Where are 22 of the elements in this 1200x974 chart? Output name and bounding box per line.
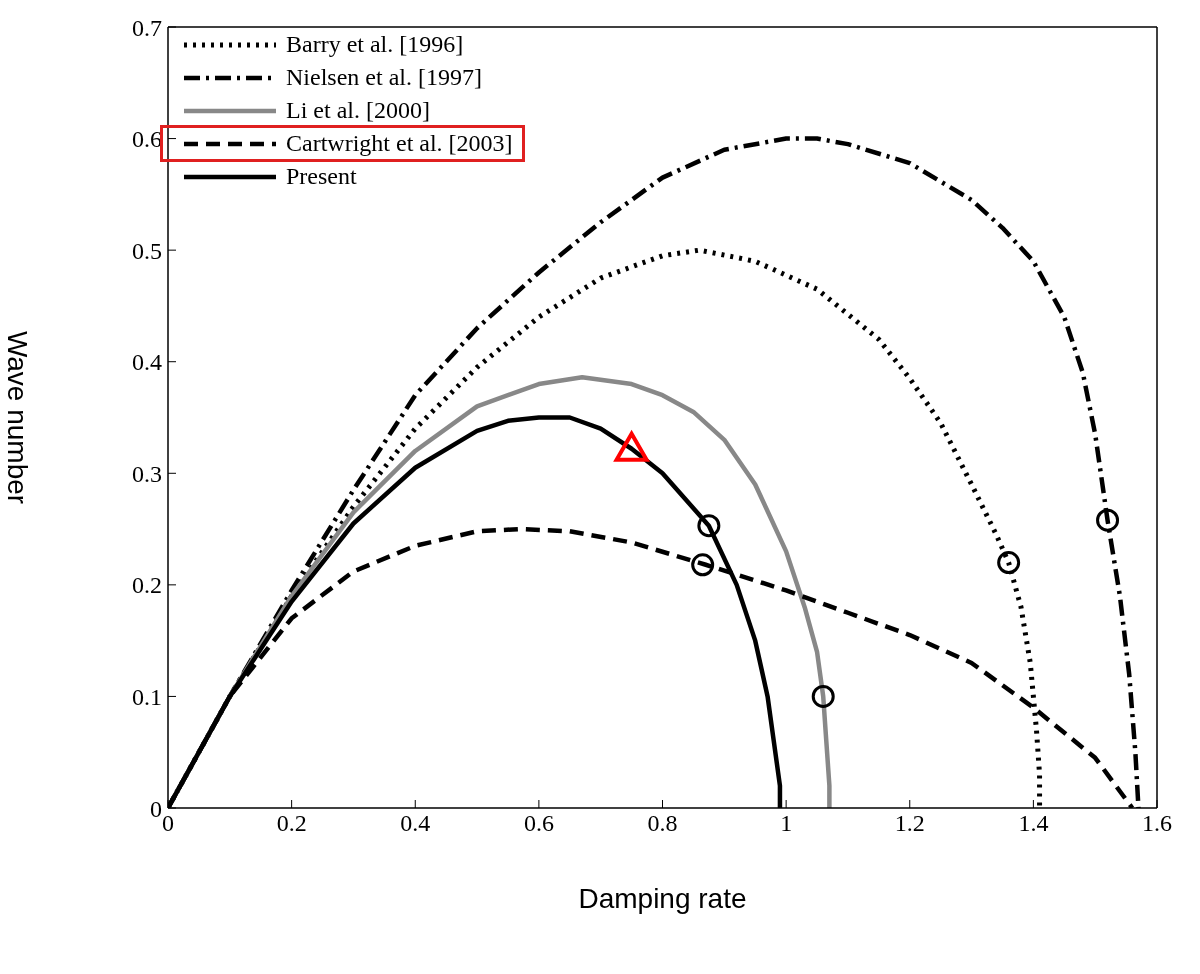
y-axis-title: Wave number xyxy=(2,330,34,505)
y-tick-label: 0.1 xyxy=(132,683,162,710)
y-tick-label: 0.5 xyxy=(132,237,162,264)
y-tick-label: 0.7 xyxy=(132,14,162,41)
legend-label: Present xyxy=(286,163,357,190)
x-tick-label: 0.6 xyxy=(523,810,554,837)
legend-label: Barry et al. [1996] xyxy=(286,31,464,58)
x-tick-label: 1 xyxy=(780,810,793,837)
y-tick-label: 0.6 xyxy=(132,126,162,153)
y-tick-label: 0.4 xyxy=(132,349,162,376)
x-tick-label: 1.6 xyxy=(1142,810,1172,837)
x-tick-label: 1.4 xyxy=(1018,810,1049,837)
x-axis-title: Damping rate xyxy=(578,883,747,914)
x-tick-label: 0.8 xyxy=(647,810,678,837)
legend-label: Nielsen et al. [1997] xyxy=(286,64,482,91)
legend-label: Li et al. [2000] xyxy=(286,97,430,124)
x-tick-label: 0.2 xyxy=(276,810,307,837)
legend-label: Cartwright et al. [2003] xyxy=(286,130,513,157)
x-tick-label: 1.2 xyxy=(894,810,925,837)
x-tick-label: 0.4 xyxy=(400,810,431,837)
y-tick-label: 0.2 xyxy=(132,572,162,599)
y-tick-label: 0.3 xyxy=(132,460,162,487)
